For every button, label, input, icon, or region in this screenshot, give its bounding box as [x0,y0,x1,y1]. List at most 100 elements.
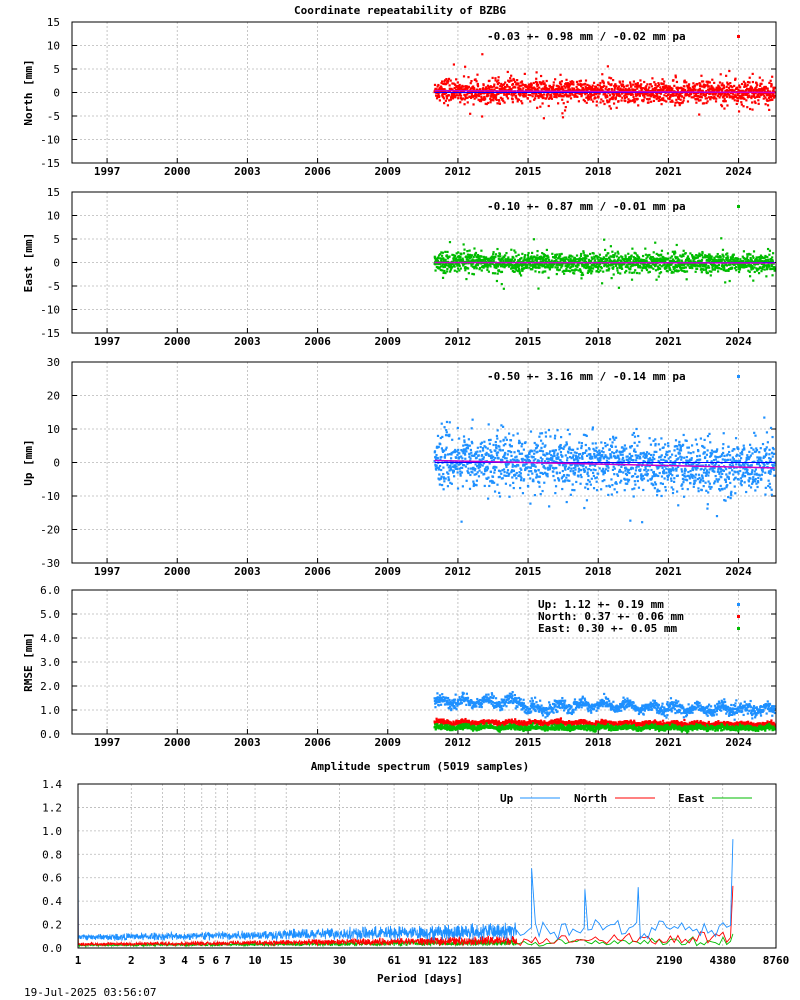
data-point [729,256,732,259]
data-point [538,485,541,488]
data-point [489,470,493,473]
data-point [604,263,607,266]
data-point [566,82,569,85]
data-point [514,473,517,476]
data-point [709,274,712,277]
y-axis-label: North [mm] [22,59,35,125]
data-point [751,260,754,263]
data-point [620,465,623,469]
data-point [620,99,623,102]
data-point [577,269,580,272]
data-points [433,416,776,524]
data-point [526,263,529,266]
data-point [726,256,729,260]
data-point [443,92,446,96]
data-point [670,88,673,91]
data-point [749,256,752,260]
data-point [640,87,643,90]
data-point [737,270,741,274]
data-point [503,453,506,456]
data-point [562,102,565,105]
data-point [583,265,586,268]
data-point [554,449,557,452]
data-point [705,97,708,100]
data-point [522,267,526,270]
data-point [671,100,674,103]
data-point [698,252,701,255]
data-point [515,269,518,272]
plot-frame [71,191,777,334]
data-point [700,271,703,274]
data-point [605,85,608,88]
data-point [637,465,640,468]
data-point [766,94,769,97]
data-point [752,88,755,91]
data-point [566,428,569,431]
data-point [465,277,468,281]
data-point [502,83,506,86]
data-point [581,264,584,267]
data-point [541,458,544,461]
data-point [645,470,648,473]
data-point [514,86,517,89]
data-point [449,98,453,101]
data-point [671,250,674,253]
data-point [505,457,508,460]
data-point [571,93,574,96]
y-tick-label: 10 [47,210,60,223]
data-point [513,258,516,261]
data-point [515,465,518,468]
data-point [598,451,601,454]
data-point [453,269,456,272]
data-point [624,92,627,95]
data-point [581,271,584,275]
data-point [527,93,530,97]
data-point [672,259,676,263]
data-point [552,474,555,478]
data-point [492,96,495,100]
data-point [767,258,770,261]
data-point [624,482,627,485]
data-point [627,459,630,463]
data-point [526,454,529,457]
data-point [662,264,665,267]
data-point [648,266,651,269]
data-point [504,258,507,261]
data-point [539,94,542,98]
data-point [751,267,755,270]
data-point [678,103,681,107]
data-point [452,92,456,95]
data-point [494,96,498,99]
data-point [620,255,623,258]
data-point [575,91,578,95]
data-point [621,80,624,83]
data-point [773,86,776,89]
data-point [484,97,487,100]
data-point [616,86,619,90]
data-point [714,100,718,103]
data-point [727,259,730,263]
data-point [773,269,776,272]
data-point [447,77,451,81]
data-point [573,473,576,476]
data-point [579,92,582,95]
data-point [769,267,772,271]
data-point [576,265,579,269]
data-point [494,440,497,444]
data-point [482,87,485,90]
data-point [517,267,521,271]
data-point [749,264,753,267]
data-point [687,264,690,267]
data-point [767,94,770,97]
data-point [438,95,441,98]
data-point [507,462,510,465]
data-point [461,84,464,87]
data-point [446,270,449,273]
data-point [444,262,448,266]
data-point [526,458,529,461]
data-point [531,251,534,255]
data-point [590,98,593,101]
data-point [513,267,516,270]
data-point [533,452,536,455]
data-point [583,469,586,472]
